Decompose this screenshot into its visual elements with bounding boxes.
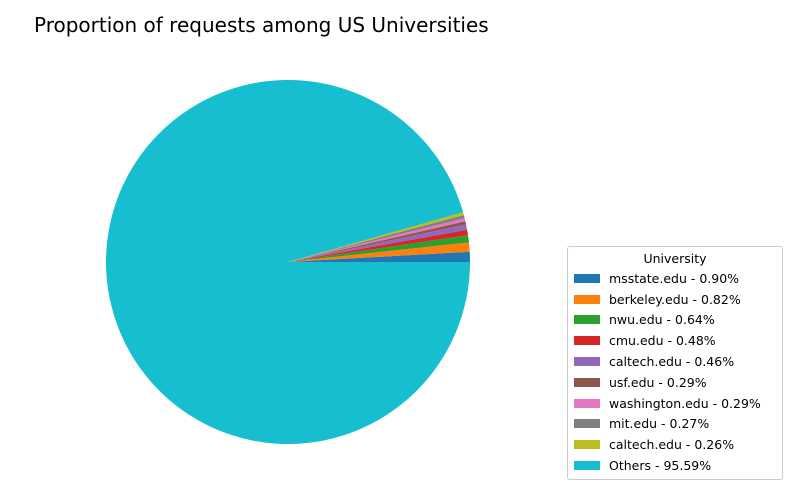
legend-swatch [574,294,600,304]
legend-label: nwu.edu - 0.64% [609,312,715,328]
pie-slice-9 [106,80,470,445]
legend-item: mit.edu - 0.27% [574,414,776,435]
legend-label: mit.edu - 0.27% [609,416,710,432]
legend-label: msstate.edu - 0.90% [609,270,740,286]
legend-swatch [574,440,600,450]
legend-label: washington.edu - 0.29% [609,395,761,411]
chart-title: Proportion of requests among US Universi… [34,13,489,37]
legend-label: berkeley.edu - 0.82% [609,291,741,307]
legend-item: caltech.edu - 0.26% [574,434,776,455]
legend-item: cmu.edu - 0.48% [574,330,776,351]
pie-slice-5 [288,221,467,262]
pie-slice-0 [288,251,470,262]
legend-label: usf.edu - 0.29% [609,374,707,390]
legend-items: msstate.edu - 0.90% berkeley.edu - 0.82% n… [574,268,776,476]
legend-label: caltech.edu - 0.46% [609,354,735,370]
legend-label: Others - 95.59% [609,458,712,474]
legend-swatch [574,461,600,471]
legend-item: caltech.edu - 0.46% [574,351,776,372]
legend-label: caltech.edu - 0.26% [609,437,735,453]
legend-swatch [574,398,600,408]
legend-swatch [574,419,600,429]
pie-slice-1 [288,242,470,262]
legend-swatch [574,377,600,387]
legend-swatch [574,357,600,367]
legend-label: cmu.edu - 0.48% [609,333,716,349]
legend-item: berkeley.edu - 0.82% [574,289,776,310]
pie-slice-3 [288,229,469,262]
pie-slice-2 [288,235,469,262]
legend: University msstate.edu - 0.90% berkeley.e… [567,246,783,480]
legend-swatch [574,336,600,346]
legend-item: nwu.edu - 0.64% [574,310,776,331]
legend-swatch [574,315,600,325]
pie-slice-7 [288,215,465,262]
pie-slice-8 [288,212,464,262]
legend-item: Others - 95.59% [574,455,776,476]
legend-item: washington.edu - 0.29% [574,393,776,414]
legend-swatch [574,273,600,283]
pie-slice-6 [288,218,466,262]
legend-item: msstate.edu - 0.90% [574,268,776,289]
legend-title: University [643,251,707,266]
pie-slice-4 [288,224,468,262]
legend-item: usf.edu - 0.29% [574,372,776,393]
